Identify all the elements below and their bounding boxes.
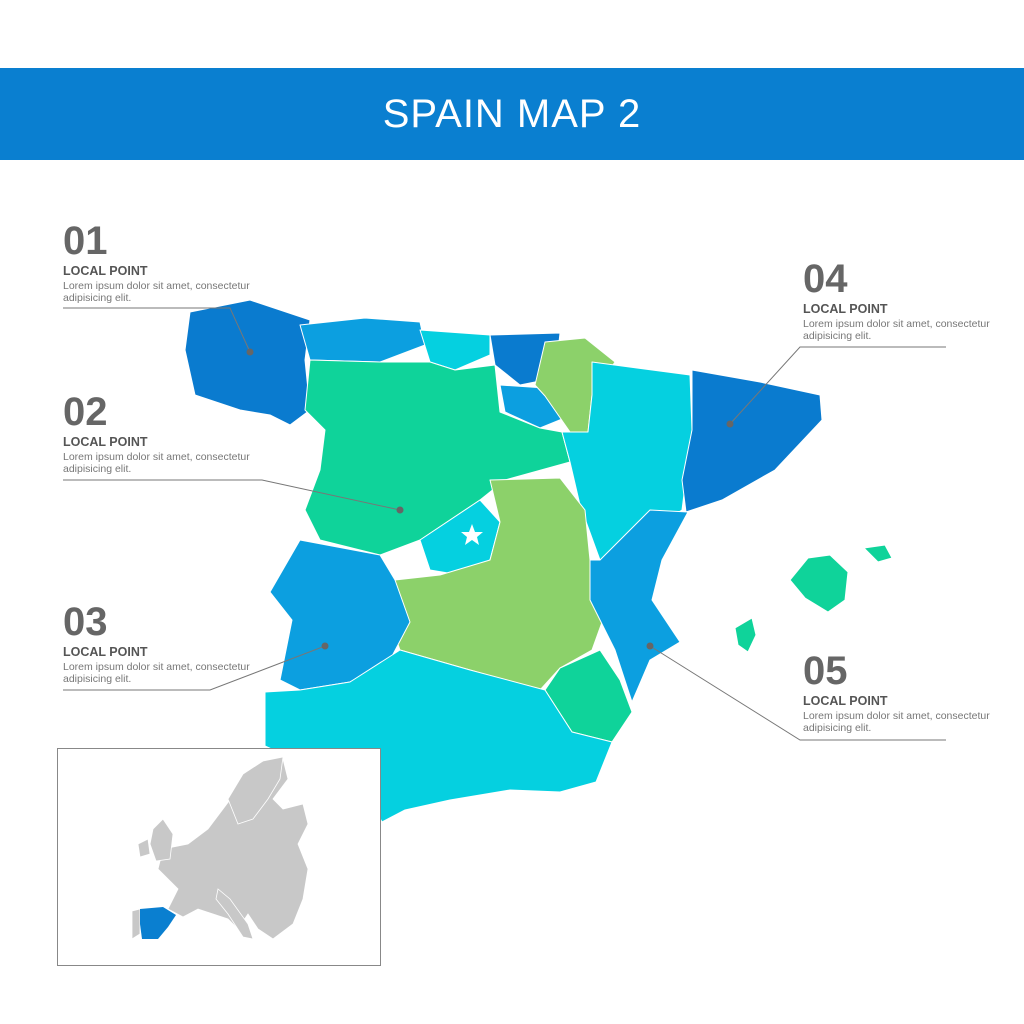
callout-title: LOCAL POINT (63, 435, 148, 449)
leader-line-03 (63, 645, 326, 691)
callout-01: 01 LOCAL POINT Lorem ipsum dolor sit ame… (63, 220, 253, 304)
italy (215, 888, 254, 940)
marker-dot-04[interactable] (726, 420, 734, 428)
region-cantabria[interactable] (419, 329, 491, 371)
spain-highlight (140, 907, 176, 939)
callout-02: 02 LOCAL POINT Lorem ipsum dolor sit ame… (63, 391, 253, 475)
leader-line-01 (63, 307, 251, 353)
portugal (131, 908, 141, 940)
callout-number: 01 (63, 219, 108, 263)
star-icon (461, 524, 483, 545)
callout-04: 04 LOCAL POINT Lorem ipsum dolor sit ame… (803, 258, 993, 342)
callout-03: 03 LOCAL POINT Lorem ipsum dolor sit ame… (63, 601, 253, 685)
region-ibiza[interactable] (734, 617, 757, 653)
callout-text: Lorem ipsum dolor sit amet, consectetur … (803, 318, 990, 342)
region-asturias[interactable] (299, 317, 426, 363)
europe-map (131, 756, 309, 940)
region-galicia[interactable] (184, 299, 311, 426)
callout-title: LOCAL POINT (803, 694, 888, 708)
callout-text: Lorem ipsum dolor sit amet, consectetur … (63, 661, 250, 685)
callout-text: Lorem ipsum dolor sit amet, consectetur … (803, 710, 990, 734)
marker-dot-01[interactable] (246, 348, 254, 356)
callout-number: 04 (803, 257, 848, 301)
callout-number: 03 (63, 600, 108, 644)
scandinavia (227, 756, 284, 825)
region-menorca[interactable] (863, 544, 893, 563)
marker-dot-02[interactable] (396, 506, 404, 514)
region-mallorca[interactable] (789, 554, 849, 613)
callout-title: LOCAL POINT (63, 264, 148, 278)
callout-number: 02 (63, 390, 108, 434)
europe-locator-map (57, 748, 381, 966)
title-banner: SPAIN MAP 2 (0, 68, 1024, 160)
leader-line-05 (649, 645, 946, 741)
page-title: SPAIN MAP 2 (382, 91, 642, 136)
callout-title: LOCAL POINT (803, 302, 888, 316)
leader-line-04 (729, 346, 946, 425)
marker-dot-03[interactable] (321, 642, 329, 650)
europe-mainland (157, 758, 309, 940)
marker-dot-05[interactable] (646, 642, 654, 650)
region-catalonia[interactable] (681, 369, 823, 513)
ireland (137, 838, 151, 858)
callout-text: Lorem ipsum dolor sit amet, consectetur … (63, 280, 250, 304)
callout-number: 05 (803, 649, 848, 693)
leader-line-02 (63, 479, 401, 511)
callout-title: LOCAL POINT (63, 645, 148, 659)
callout-05: 05 LOCAL POINT Lorem ipsum dolor sit ame… (803, 650, 993, 734)
callout-text: Lorem ipsum dolor sit amet, consectetur … (63, 451, 250, 475)
region-valencia[interactable] (589, 509, 689, 703)
british-isles (149, 818, 174, 862)
